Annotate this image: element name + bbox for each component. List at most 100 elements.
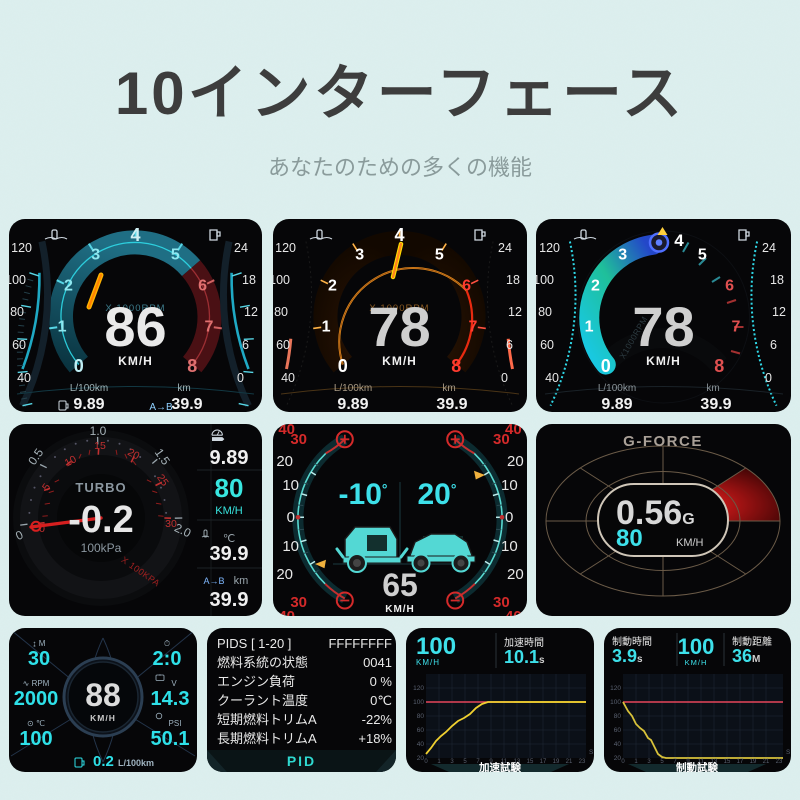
svg-text:1: 1 (585, 319, 594, 336)
svg-text:50.1: 50.1 (151, 728, 190, 750)
svg-text:8: 8 (451, 356, 461, 376)
svg-text:KM/H: KM/H (90, 713, 116, 723)
svg-text:10: 10 (282, 538, 299, 555)
svg-text:80: 80 (417, 713, 425, 720)
svg-text:0.2 L/100km: 0.2 L/100km (93, 753, 154, 770)
svg-text:2000: 2000 (14, 688, 59, 710)
svg-text:7: 7 (468, 319, 477, 336)
svg-text:100: 100 (678, 634, 715, 659)
svg-text:0: 0 (338, 356, 348, 376)
svg-text:60: 60 (540, 338, 554, 352)
svg-text:39.9: 39.9 (436, 396, 467, 412)
svg-text:3: 3 (618, 247, 627, 264)
svg-text:120: 120 (539, 241, 560, 255)
svg-text:制動試験: 制動試験 (676, 761, 718, 772)
svg-text:クーラント温度: クーラント温度 (217, 693, 308, 708)
svg-text:8: 8 (187, 356, 197, 376)
svg-text:-10°: -10° (339, 478, 388, 511)
svg-text:80: 80 (10, 305, 24, 319)
svg-text:-0.2: -0.2 (68, 499, 133, 541)
svg-text:6: 6 (770, 338, 777, 352)
svg-text:120: 120 (413, 685, 424, 692)
svg-text:24: 24 (498, 241, 512, 255)
svg-text:0℃: 0℃ (370, 693, 392, 708)
svg-text:40: 40 (417, 741, 425, 748)
svg-text:18: 18 (770, 273, 784, 287)
svg-text:18: 18 (242, 273, 256, 287)
svg-text:14.3: 14.3 (151, 688, 190, 710)
svg-text:1: 1 (58, 319, 67, 336)
svg-text:10: 10 (501, 538, 518, 555)
svg-text:40: 40 (278, 424, 295, 438)
svg-text:60: 60 (12, 338, 26, 352)
svg-text:7: 7 (731, 319, 740, 336)
svg-text:KM/H: KM/H (382, 354, 417, 368)
svg-text:⊙ ℃: ⊙ ℃ (27, 719, 45, 728)
svg-text:FFFFFFFF: FFFFFFFF (328, 636, 392, 651)
svg-text:20: 20 (507, 453, 524, 470)
svg-text:20: 20 (276, 453, 293, 470)
svg-text:30: 30 (28, 648, 50, 670)
svg-text:23: 23 (776, 759, 783, 765)
svg-text:PSI: PSI (169, 719, 182, 728)
svg-text:100: 100 (273, 273, 290, 287)
svg-text:0: 0 (601, 356, 611, 376)
svg-text:80: 80 (274, 305, 288, 319)
svg-text:L/100km: L/100km (70, 383, 108, 394)
svg-text:100: 100 (610, 699, 621, 706)
svg-text:L/100km: L/100km (334, 383, 372, 394)
svg-text:20: 20 (276, 566, 293, 583)
svg-text:6: 6 (242, 338, 249, 352)
svg-text:KM/H: KM/H (385, 604, 415, 615)
svg-text:加速試験: 加速試験 (478, 761, 521, 772)
svg-text:86: 86 (104, 295, 166, 358)
svg-text:km: km (234, 575, 249, 587)
svg-text:39.9: 39.9 (700, 396, 731, 412)
svg-text:60: 60 (417, 727, 425, 734)
svg-text:100: 100 (416, 633, 456, 660)
svg-text:0: 0 (621, 759, 625, 765)
svg-text:36M: 36M (732, 646, 760, 666)
svg-text:9.89: 9.89 (210, 447, 249, 469)
svg-text:9.89: 9.89 (73, 396, 104, 412)
svg-text:20°: 20° (418, 478, 457, 511)
svg-text:PIDS [ 1-20 ]: PIDS [ 1-20 ] (217, 636, 291, 651)
svg-text:80: 80 (215, 473, 244, 503)
svg-text:6: 6 (506, 338, 513, 352)
svg-text:20: 20 (507, 566, 524, 583)
svg-text:78: 78 (632, 295, 694, 358)
svg-text:↨ M: ↨ M (33, 639, 46, 648)
svg-text:5: 5 (698, 247, 707, 264)
svg-text:120: 120 (11, 241, 32, 255)
svg-text:4: 4 (394, 225, 404, 245)
svg-text:88: 88 (85, 677, 121, 713)
svg-text:15: 15 (94, 440, 106, 452)
svg-text:10: 10 (501, 477, 518, 494)
svg-text:40: 40 (278, 608, 295, 616)
svg-text:V: V (171, 679, 177, 688)
svg-text:A→B: A→B (149, 402, 173, 412)
svg-text:-22%: -22% (362, 712, 393, 727)
svg-text:燃料系統の状態: 燃料系統の状態 (217, 655, 308, 670)
svg-text:6: 6 (725, 278, 734, 295)
svg-text:10.1s: 10.1s (504, 647, 545, 667)
svg-text:∿ RPM: ∿ RPM (23, 679, 50, 688)
svg-text:KM/H: KM/H (646, 354, 681, 368)
svg-text:⏱: ⏱ (164, 639, 170, 648)
svg-text:100: 100 (536, 273, 554, 287)
svg-text:G-FORCE: G-FORCE (623, 433, 703, 450)
svg-text:100kPa: 100kPa (81, 541, 122, 555)
svg-text:40: 40 (545, 371, 559, 385)
svg-text:0: 0 (287, 509, 295, 526)
svg-text:100: 100 (19, 728, 52, 750)
svg-text:6: 6 (198, 278, 207, 295)
svg-text:S: S (786, 749, 791, 756)
svg-text:5: 5 (171, 247, 180, 264)
svg-text:7: 7 (204, 319, 213, 336)
svg-text:40: 40 (17, 371, 31, 385)
svg-text:24: 24 (234, 241, 248, 255)
svg-text:65: 65 (382, 567, 418, 603)
svg-text:PID: PID (287, 753, 316, 769)
svg-text:KM/H: KM/H (685, 658, 708, 667)
svg-text:4: 4 (674, 231, 684, 250)
